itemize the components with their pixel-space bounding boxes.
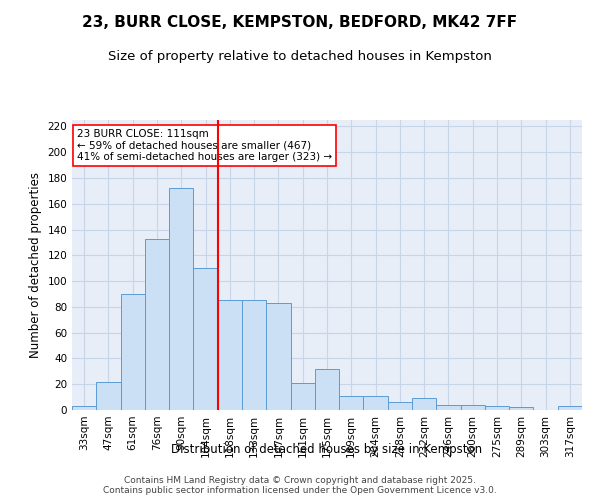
Bar (485, 406, 509, 410)
Bar (436, 405, 461, 410)
Text: 23 BURR CLOSE: 111sqm
← 59% of detached houses are smaller (467)
41% of semi-det: 23 BURR CLOSE: 111sqm ← 59% of detached … (77, 128, 332, 162)
Bar (315, 369, 339, 410)
Bar (218, 300, 242, 410)
Bar (266, 303, 290, 410)
Bar (509, 408, 533, 410)
Text: Distribution of detached houses by size in Kempston: Distribution of detached houses by size … (172, 442, 482, 456)
Bar (96, 382, 121, 410)
Y-axis label: Number of detached properties: Number of detached properties (29, 172, 42, 358)
Bar (364, 396, 388, 410)
Bar (461, 405, 485, 410)
Text: 23, BURR CLOSE, KEMPSTON, BEDFORD, MK42 7FF: 23, BURR CLOSE, KEMPSTON, BEDFORD, MK42 … (82, 15, 518, 30)
Bar (169, 188, 193, 410)
Bar (412, 398, 436, 410)
Text: Size of property relative to detached houses in Kempston: Size of property relative to detached ho… (108, 50, 492, 63)
Bar (558, 406, 582, 410)
Text: Contains HM Land Registry data © Crown copyright and database right 2025.
Contai: Contains HM Land Registry data © Crown c… (103, 476, 497, 495)
Bar (242, 300, 266, 410)
Bar (145, 238, 169, 410)
Bar (339, 396, 364, 410)
Bar (290, 383, 315, 410)
Bar (72, 406, 96, 410)
Bar (388, 402, 412, 410)
Bar (193, 268, 218, 410)
Bar (121, 294, 145, 410)
